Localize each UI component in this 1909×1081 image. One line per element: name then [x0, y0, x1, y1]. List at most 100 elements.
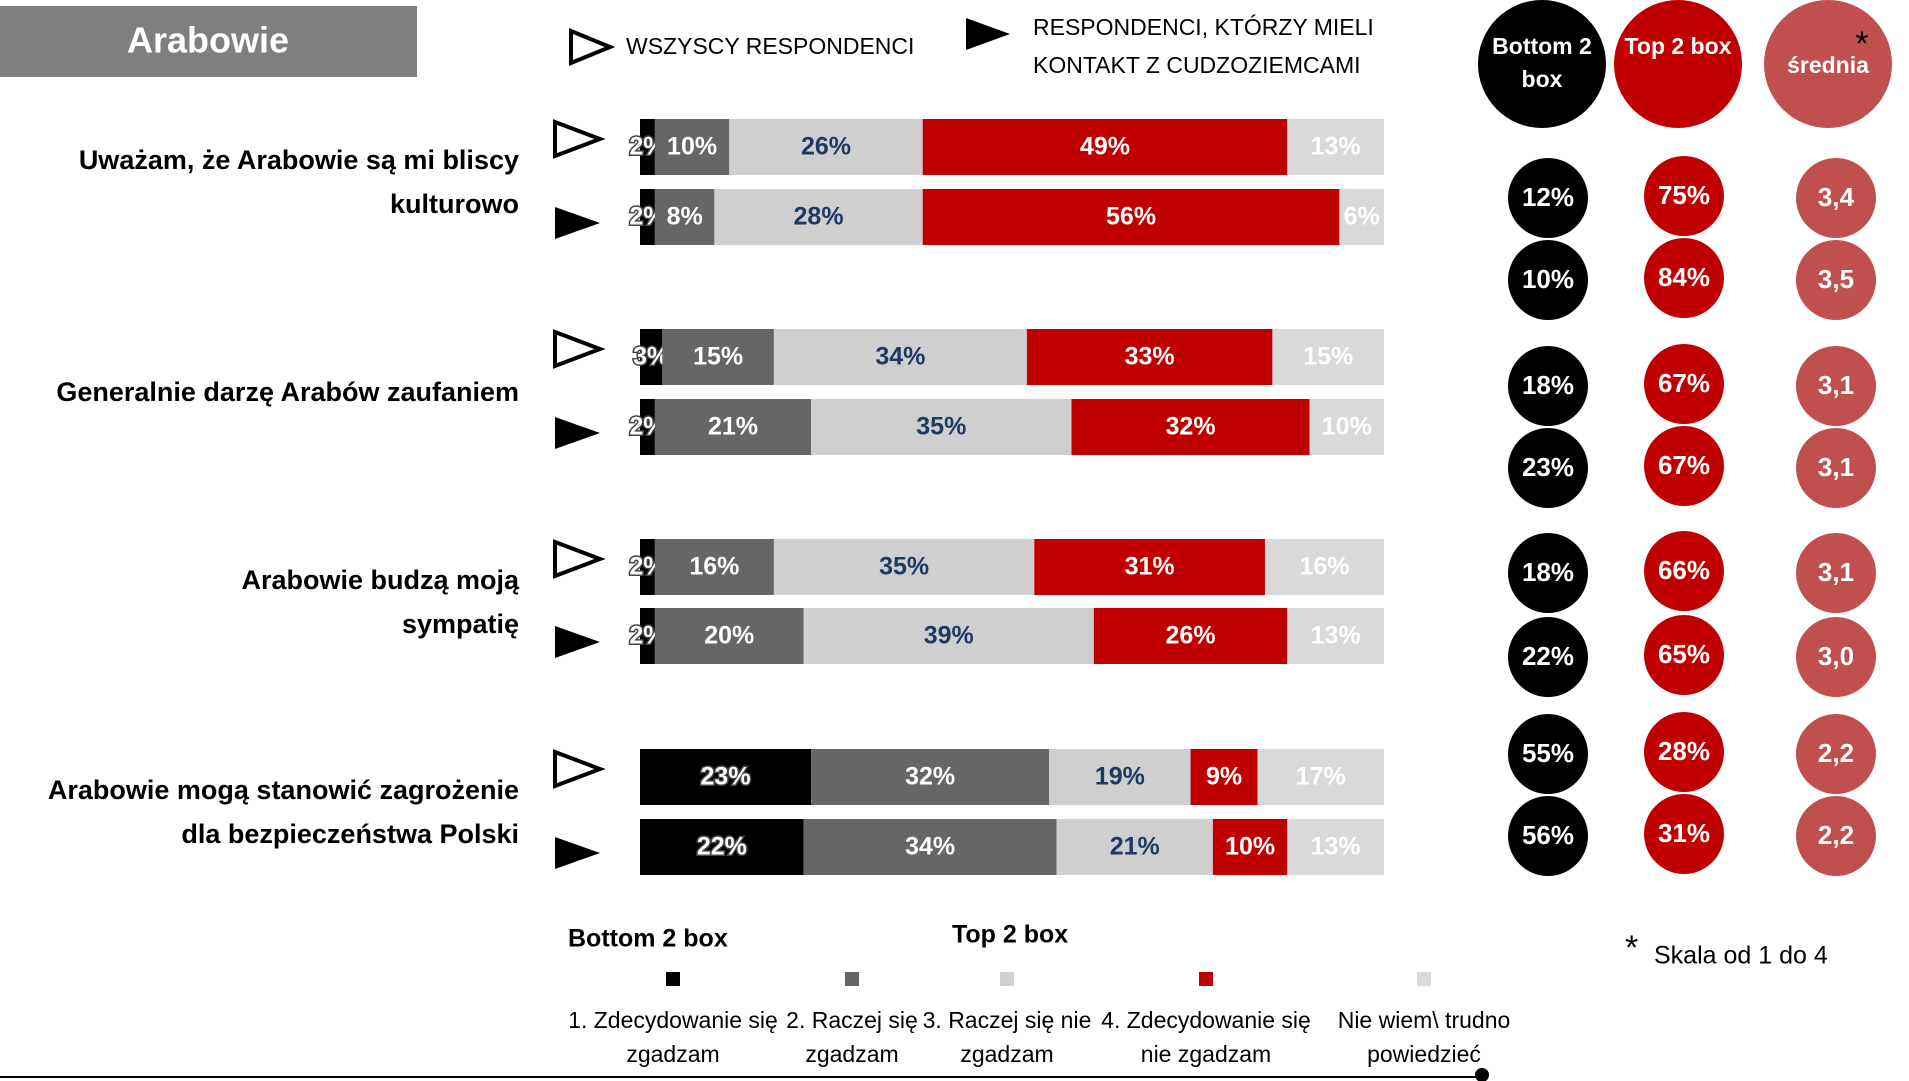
bar-segment	[1257, 749, 1384, 805]
summary-circle	[1796, 240, 1876, 320]
bar-segment	[729, 119, 923, 175]
bar-segment	[773, 539, 1035, 595]
summary-circle	[1644, 712, 1724, 792]
bar-segment	[662, 329, 774, 385]
bar-segment	[1056, 819, 1213, 875]
value-label: 35%	[879, 553, 929, 581]
summary-circle	[1508, 714, 1588, 794]
bar-segment	[1264, 539, 1384, 595]
legend-label: 1. Zdecydowanie się zgadzam	[568, 1007, 778, 1067]
bar-segment	[773, 329, 1027, 385]
value-label: 32%	[1166, 413, 1216, 441]
footnote: Skala od 1 do 4	[1654, 942, 1828, 970]
summary-header: Bottom 2 box	[1492, 33, 1592, 92]
summary-value: 3,0	[1818, 641, 1854, 671]
summary-value: 10%	[1522, 264, 1574, 294]
legend-swatch	[666, 972, 680, 986]
value-label: 17%	[1296, 763, 1346, 791]
summary-value: 3,1	[1818, 452, 1854, 482]
value-label: 16%	[689, 553, 739, 581]
summary-value: 18%	[1522, 557, 1574, 587]
bar-segment	[640, 819, 804, 875]
legend-swatch	[845, 972, 859, 986]
value-label: 16%	[1299, 553, 1349, 581]
legend-label: 4. Zdecydowanie się nie zgadzam	[1101, 1007, 1311, 1067]
bar-segment	[1190, 749, 1258, 805]
legend-swatch	[1199, 972, 1213, 986]
bar-segment	[1309, 399, 1384, 455]
value-label: 56%	[1106, 203, 1156, 231]
bar-segment	[811, 399, 1072, 455]
summary-circle	[1508, 346, 1588, 426]
category-label: Uważam, że Arabowie są mi bliscy kulturo…	[78, 145, 519, 219]
row-marker-open	[553, 749, 606, 789]
summary-circle	[1508, 240, 1588, 320]
summary-circle	[1796, 617, 1876, 697]
summary-circle	[1644, 794, 1724, 874]
value-label: 35%	[916, 413, 966, 441]
bar-segment	[640, 329, 663, 385]
summary-circle	[1796, 533, 1876, 613]
summary-header: Top 2 box	[1624, 33, 1732, 59]
summary-value: 67%	[1658, 450, 1710, 480]
value-label: 39%	[924, 622, 974, 650]
summary-value: 2,2	[1818, 738, 1854, 768]
bar-segment	[1212, 819, 1288, 875]
bar-segment	[922, 119, 1288, 175]
bar-segment	[640, 399, 655, 455]
summary-header-circle	[1478, 0, 1606, 128]
legend-marker-open	[569, 28, 616, 66]
summary-value: 56%	[1522, 820, 1574, 850]
bar-segment	[803, 608, 1094, 664]
value-label: 33%	[1125, 343, 1175, 371]
bar-segment	[1287, 608, 1384, 664]
summary-circle	[1644, 156, 1724, 236]
legend-group: RESPONDENCI, KTÓRZY MIELI KONTAKT Z CUDZ…	[1033, 14, 1374, 78]
summary-circle	[1644, 426, 1724, 506]
row-marker-filled	[555, 626, 600, 658]
bar-segment	[922, 189, 1340, 245]
row-marker-open	[553, 329, 606, 369]
bar-segment	[1034, 539, 1265, 595]
title-box	[0, 6, 417, 77]
value-label: 13%	[1311, 622, 1361, 650]
row-marker-open	[553, 539, 606, 579]
value-label: 9%	[1206, 763, 1242, 791]
bar-segment	[714, 189, 923, 245]
value-label: 23%	[701, 763, 751, 791]
bar-segment	[654, 399, 812, 455]
value-label: 10%	[1225, 833, 1275, 861]
bar-segment	[640, 608, 655, 664]
value-label: 19%	[1095, 763, 1145, 791]
bar-segment	[1093, 608, 1288, 664]
value-label: 34%	[905, 833, 955, 861]
summary-value: 75%	[1658, 180, 1710, 210]
summary-value: 3,1	[1818, 370, 1854, 400]
bar-segment	[1287, 119, 1384, 175]
value-label: 22%	[697, 833, 747, 861]
legend-heading: Bottom 2 box	[568, 925, 728, 953]
value-label: 10%	[1322, 413, 1372, 441]
value-label: 13%	[1311, 133, 1361, 161]
bar-segment	[803, 819, 1057, 875]
summary-circle	[1796, 346, 1876, 426]
row-marker-open	[553, 119, 606, 159]
bar-segment	[640, 119, 655, 175]
summary-circle	[1644, 531, 1724, 611]
value-label: 32%	[905, 763, 955, 791]
category-label: Generalnie darzę Arabów zaufaniem	[56, 377, 519, 407]
summary-circle	[1508, 533, 1588, 613]
value-label: 15%	[693, 343, 743, 371]
summary-value: 66%	[1658, 555, 1710, 585]
legend-label: 3. Raczej się nie zgadzam	[922, 1007, 1092, 1067]
row-marker-filled	[555, 417, 600, 449]
legend-marker-filled	[966, 18, 1010, 50]
summary-value: 3,4	[1818, 182, 1855, 212]
category-label: Arabowie mogą stanowić zagrożenie dla be…	[47, 775, 519, 849]
legend-swatch	[1417, 972, 1431, 986]
summary-circle	[1644, 238, 1724, 318]
value-label: 8%	[667, 203, 703, 231]
bar-segment	[640, 539, 655, 595]
summary-value: 84%	[1658, 262, 1710, 292]
